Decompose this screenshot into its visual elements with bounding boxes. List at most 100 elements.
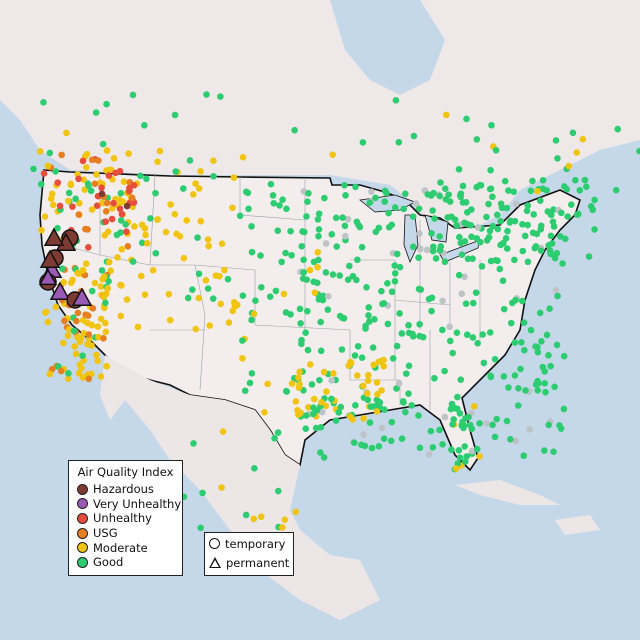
station-marker <box>144 240 151 247</box>
station-marker <box>218 240 226 248</box>
station-marker <box>320 454 328 461</box>
station-marker <box>492 256 500 264</box>
station-marker <box>520 319 528 326</box>
station-marker <box>372 194 379 202</box>
station-marker <box>58 265 66 272</box>
station-marker <box>405 321 412 329</box>
station-marker <box>123 296 131 303</box>
station-marker <box>282 387 290 395</box>
station-marker <box>546 305 553 313</box>
station-marker <box>76 199 83 207</box>
station-marker <box>315 210 323 218</box>
station-marker <box>429 207 436 214</box>
station-marker <box>553 341 561 349</box>
station-marker <box>463 453 470 460</box>
station-marker <box>614 125 622 133</box>
station-marker <box>98 184 105 192</box>
station-marker <box>241 387 249 395</box>
station-marker <box>462 300 470 307</box>
station-marker <box>392 97 400 104</box>
station-marker <box>65 189 73 197</box>
station-marker <box>283 205 290 213</box>
station-marker <box>30 165 37 173</box>
station-marker <box>162 228 170 236</box>
station-marker <box>296 368 303 376</box>
station-marker <box>417 245 424 253</box>
station-marker <box>108 215 116 223</box>
station-marker <box>388 221 396 229</box>
station-marker <box>380 299 388 307</box>
station-marker-permanent <box>43 227 65 246</box>
station-marker <box>368 188 375 196</box>
station-marker <box>354 256 361 264</box>
station-marker <box>551 383 558 391</box>
station-marker <box>534 387 541 394</box>
station-marker <box>480 359 488 367</box>
station-marker <box>469 334 477 341</box>
station-marker <box>282 249 289 257</box>
station-marker <box>322 269 330 276</box>
station-marker <box>363 284 370 291</box>
station-marker <box>195 294 203 302</box>
station-marker <box>75 370 83 377</box>
station-marker <box>554 155 561 162</box>
station-marker <box>75 211 83 218</box>
station-marker <box>102 207 110 215</box>
station-marker <box>206 322 214 329</box>
station-marker <box>585 253 593 260</box>
station-marker <box>451 404 459 412</box>
station-marker <box>216 272 223 280</box>
station-marker <box>351 352 359 359</box>
station-marker <box>57 367 65 375</box>
station-marker <box>358 243 366 251</box>
station-marker <box>393 342 401 350</box>
station-marker <box>436 233 443 240</box>
legend-label: permanent <box>226 555 290 570</box>
station-marker <box>48 190 56 198</box>
station-marker <box>455 447 463 454</box>
station-marker <box>431 215 438 222</box>
station-marker <box>314 263 321 271</box>
station-marker <box>461 273 468 281</box>
station-marker <box>483 420 490 427</box>
station-marker <box>503 417 511 425</box>
station-marker <box>264 380 271 388</box>
station-marker <box>234 301 241 309</box>
station-marker <box>496 265 504 273</box>
station-marker <box>365 312 372 319</box>
station-marker <box>123 202 131 210</box>
station-marker <box>91 279 99 287</box>
station-marker <box>297 320 304 327</box>
station-marker <box>499 277 507 285</box>
station-marker <box>364 371 372 379</box>
station-marker <box>305 190 312 197</box>
station-marker <box>354 342 362 350</box>
station-marker <box>306 266 314 274</box>
station-marker <box>544 208 552 215</box>
station-marker <box>489 193 496 201</box>
station-marker <box>448 446 455 453</box>
station-marker <box>541 379 549 387</box>
station-marker <box>416 320 423 328</box>
station-marker <box>415 205 423 213</box>
station-marker <box>192 325 200 333</box>
station-marker <box>317 318 324 326</box>
station-marker <box>425 451 433 458</box>
legend-item-usg: USG <box>69 526 182 541</box>
station-marker <box>568 201 575 208</box>
station-marker <box>409 213 417 220</box>
station-marker <box>474 224 482 231</box>
station-marker <box>381 198 388 205</box>
station-marker <box>79 374 87 381</box>
station-marker <box>79 316 87 324</box>
station-marker <box>113 231 121 239</box>
station-marker <box>123 228 130 236</box>
station-marker <box>454 460 462 467</box>
station-marker <box>204 285 212 292</box>
station-marker <box>142 231 149 239</box>
station-marker <box>441 258 449 266</box>
station-marker <box>636 147 640 155</box>
station-marker <box>189 191 197 198</box>
station-marker <box>543 331 551 339</box>
station-marker <box>143 175 150 183</box>
